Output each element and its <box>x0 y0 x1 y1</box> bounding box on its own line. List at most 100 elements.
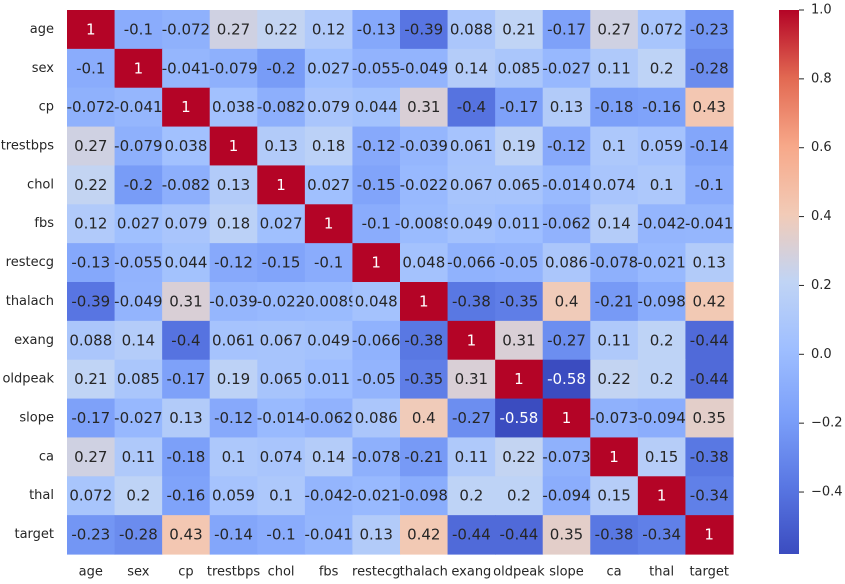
cell-value-label: 0.074 <box>593 176 636 194</box>
cell-value-label: -0.14 <box>690 137 729 155</box>
cell-value-label: -0.14 <box>214 526 253 544</box>
heatmap-cell-fbs-trestbps <box>209 204 258 244</box>
cell-value-label: -0.28 <box>119 526 158 544</box>
y-tick-label-target: target <box>14 527 54 542</box>
cell-value-label: -0.073 <box>590 409 638 427</box>
cell-value-label: -0.041 <box>162 59 210 77</box>
heatmap-cell-exang-ca <box>590 320 639 361</box>
heatmap-cell-exang-sex <box>114 320 163 361</box>
heatmap-cell-trestbps-oldpeak <box>495 126 544 167</box>
cell-value-label: 1 <box>134 59 144 77</box>
heatmap-cell-cp-thalach <box>400 87 449 128</box>
cell-value-label: -0.17 <box>500 98 539 116</box>
cell-value-label: 1 <box>229 137 239 155</box>
cell-value-label: 0.027 <box>260 215 303 233</box>
cell-value-label: 1 <box>371 254 381 272</box>
heatmap-cell-thalach-ca <box>590 282 639 322</box>
colorbar-tick-label: 0.8 <box>811 71 832 86</box>
heatmap-cell-chol-cp <box>162 165 211 205</box>
heatmap-cell-fbs-oldpeak <box>495 204 544 244</box>
heatmap-cell-age-ca <box>590 10 639 50</box>
heatmap-cell-target-oldpeak <box>495 515 544 555</box>
cell-value-label: 0.35 <box>693 409 726 427</box>
cell-value-label: 0.31 <box>455 370 488 388</box>
heatmap-cell-chol-exang <box>447 165 496 205</box>
cell-value-label: 0.048 <box>402 254 445 272</box>
cell-value-label: 0.067 <box>260 331 303 349</box>
colorbar-tick-label: −0.4 <box>811 485 843 500</box>
cell-value-label: -0.35 <box>404 370 443 388</box>
heatmap-cell-cp-target <box>685 87 734 128</box>
cell-value-label: -0.027 <box>114 409 162 427</box>
cell-value-label: -0.1 <box>695 176 724 194</box>
cell-value-label: 0.2 <box>459 487 483 505</box>
cell-value-label: -0.38 <box>404 331 443 349</box>
heatmap-cell-cp-chol <box>257 87 306 128</box>
heatmap-cell-slope-oldpeak <box>495 398 544 439</box>
cell-value-label: -0.039 <box>209 292 257 310</box>
heatmap-cell-ca-target <box>685 437 734 477</box>
colorbar-ticks: 1.0 0.8 0.6 0.4 0.2 0.0 −0.2 −0.4 <box>799 3 843 500</box>
cell-value-label: 0.31 <box>407 98 440 116</box>
cell-value-label: 0.14 <box>312 448 345 466</box>
cell-value-label: -0.1 <box>124 20 153 38</box>
cell-value-label: -0.27 <box>547 331 586 349</box>
heatmap-cell-thalach-exang <box>447 282 496 322</box>
y-tick-label-restecg: restecg <box>6 255 54 270</box>
cell-value-label: 0.31 <box>169 292 202 310</box>
cell-value-label: -0.066 <box>352 331 400 349</box>
heatmap-cell-ca-oldpeak <box>495 437 544 477</box>
cell-value-label: 0.14 <box>455 59 488 77</box>
x-tick-label-thalach: thalach <box>400 565 448 580</box>
x-tick-label-exang: exang <box>451 565 491 580</box>
heatmap-cell-target-exang <box>447 515 496 555</box>
cell-value-label: -0.098 <box>400 487 448 505</box>
cell-value-label: -0.15 <box>357 176 396 194</box>
cell-value-label: 0.065 <box>497 176 540 194</box>
cell-value-label: 0.085 <box>497 59 540 77</box>
heatmap-cell-slope-thal <box>637 398 687 439</box>
y-tick-label-ca: ca <box>39 449 54 464</box>
cell-value-label: -0.078 <box>352 448 400 466</box>
y-tick-label-thal: thal <box>29 488 54 503</box>
heatmap-cell-restecg-fbs <box>304 243 354 283</box>
cell-value-label: 0.42 <box>407 526 440 544</box>
y-tick-label-sex: sex <box>32 61 55 76</box>
colorbar-tick-label: 0.2 <box>811 278 832 293</box>
heatmap-cell-exang-chol <box>257 320 306 361</box>
cell-value-label: -0.34 <box>690 487 729 505</box>
cell-value-label: -0.15 <box>262 254 301 272</box>
heatmap-cell-sex-fbs <box>304 48 354 89</box>
heatmap-cell-restecg-cp <box>162 243 211 283</box>
cell-value-label: 0.22 <box>502 448 535 466</box>
heatmap-cell-trestbps-trestbps <box>209 126 258 167</box>
cell-value-label: 0.011 <box>307 370 350 388</box>
cell-value-label: 0.2 <box>650 370 674 388</box>
heatmap-cell-slope-sex <box>114 398 163 439</box>
heatmap-cell-fbs-age <box>67 204 116 244</box>
heatmap-cell-thal-slope <box>542 476 591 516</box>
heatmap-cell-fbs-target <box>685 204 734 244</box>
cell-value-label: -0.16 <box>167 487 206 505</box>
heatmap-cell-age-fbs <box>304 10 354 50</box>
colorbar-gradient <box>779 10 799 554</box>
heatmap-cell-cp-trestbps <box>209 87 258 128</box>
heatmap-cell-exang-exang <box>447 320 496 361</box>
cell-value-label: 0.074 <box>260 448 303 466</box>
heatmap-cell-trestbps-thalach <box>400 126 449 167</box>
cell-value-label: -0.041 <box>114 98 162 116</box>
heatmap-cell-trestbps-fbs <box>304 126 354 167</box>
cell-value-label: -0.38 <box>595 526 634 544</box>
cell-value-label: -0.049 <box>114 292 162 310</box>
heatmap-cell-target-restecg <box>352 515 401 555</box>
heatmap-cell-thalach-trestbps <box>209 282 258 322</box>
cell-value-label: 0.11 <box>597 331 630 349</box>
heatmap-cell-cp-oldpeak <box>495 87 544 128</box>
cell-value-label: -0.049 <box>400 59 448 77</box>
heatmap-cell-slope-ca <box>590 398 639 439</box>
heatmap-cell-chol-ca <box>590 165 639 205</box>
heatmap-cell-exang-fbs <box>304 320 354 361</box>
heatmap-cell-target-trestbps <box>209 515 258 555</box>
heatmap-cell-thal-target <box>685 476 734 516</box>
cell-value-label: -0.062 <box>542 215 590 233</box>
